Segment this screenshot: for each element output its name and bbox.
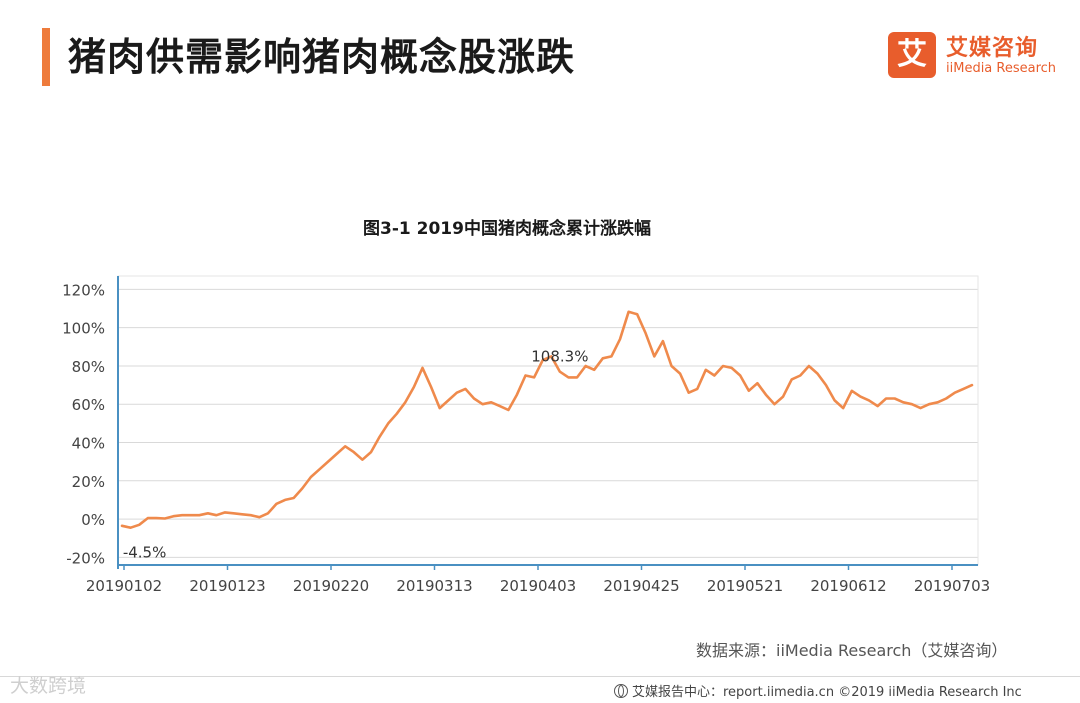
x-tick-label: 20190703 xyxy=(914,577,990,595)
chart-grid xyxy=(118,288,978,558)
x-tick-label: 20190521 xyxy=(707,577,783,595)
series-line xyxy=(120,310,974,530)
data-label: -4.5% xyxy=(123,544,167,562)
footer-divider xyxy=(0,676,1080,677)
chart-axes xyxy=(117,275,979,569)
logo-name-en: iiMedia Research xyxy=(946,61,1057,76)
x-tick-label: 20190425 xyxy=(603,577,679,595)
y-tick-label: 100% xyxy=(62,320,105,338)
watermark: 大数跨境 xyxy=(10,675,87,697)
logo-name-cn: 艾媒咨询 xyxy=(946,36,1039,61)
y-tick-label: 120% xyxy=(62,281,105,299)
chart-title: 图3-1 2019中国猪肉概念累计涨跌幅 xyxy=(363,219,651,239)
x-tick-label: 20190403 xyxy=(500,577,576,595)
y-tick-label: 0% xyxy=(81,511,105,529)
plot-frame xyxy=(117,275,979,566)
footer-text: 艾媒报告中心：report.iimedia.cn ©2019 iiMedia R… xyxy=(614,681,1022,700)
y-tick-label: -20% xyxy=(66,549,105,567)
x-tick-label: 20190123 xyxy=(189,577,265,595)
x-tick-label: 20190220 xyxy=(293,577,369,595)
x-tick-label: 20190102 xyxy=(86,577,162,595)
logo-mark: 艾 xyxy=(888,32,936,78)
x-tick-label: 20190612 xyxy=(810,577,886,595)
data-label: 108.3% xyxy=(531,348,588,366)
chart-annotations: 108.3% -4.5% xyxy=(123,348,589,562)
chart-series xyxy=(120,310,974,530)
data-source-note: 数据来源：iiMedia Research（艾媒咨询） xyxy=(696,641,1008,660)
x-tick-label: 20190313 xyxy=(396,577,472,595)
y-tick-label: 80% xyxy=(72,358,105,376)
y-tick-label: 40% xyxy=(72,435,105,453)
page-title: 猪肉供需影响猪肉概念股涨跌 xyxy=(68,35,576,79)
title-accent-bar xyxy=(42,28,50,86)
y-tick-label: 60% xyxy=(72,396,105,414)
brand-logo: 艾 艾媒咨询 iiMedia Research xyxy=(888,30,1068,82)
footer-label: 艾媒报告中心：report.iimedia.cn ©2019 iiMedia R… xyxy=(632,685,1022,700)
globe-icon xyxy=(614,684,628,698)
y-axis-ticks: -20% 0% 20% 40% 60% 80% 100% 120% xyxy=(62,281,105,567)
y-tick-label: 20% xyxy=(72,473,105,491)
x-axis-ticks: 20190102 20190123 20190220 20190313 20190403… xyxy=(86,565,990,595)
